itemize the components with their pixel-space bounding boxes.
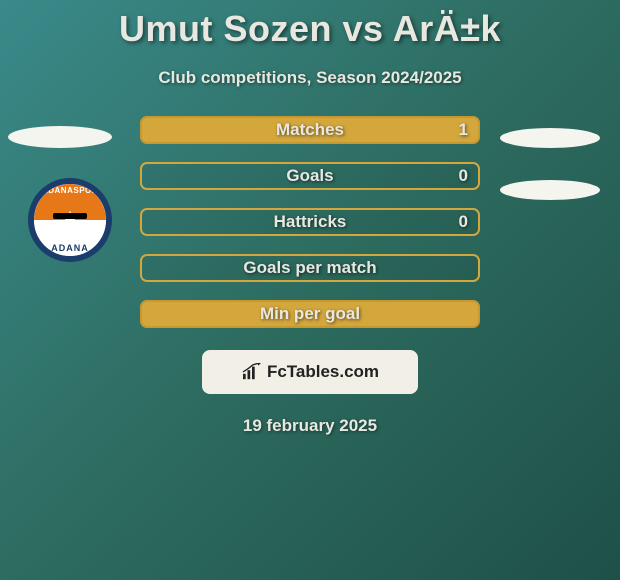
chart-icon	[241, 363, 263, 381]
club-badge-inner: ADANASPOR ADANA	[34, 184, 106, 256]
stat-value-matches: 1	[459, 120, 468, 140]
stat-goals-per-match: Goals per match	[140, 254, 480, 282]
avatar-placeholder-left	[8, 126, 112, 148]
branding-link[interactable]: FcTables.com	[202, 350, 418, 394]
stat-label-mpg: Min per goal	[260, 304, 360, 324]
page-title: Umut Sozen vs ArÄ±k	[0, 0, 620, 50]
avatar-placeholder-right-1	[500, 128, 600, 148]
stat-min-per-goal: Min per goal	[140, 300, 480, 328]
stat-label-hattricks: Hattricks	[274, 212, 347, 232]
stat-hattricks: Hattricks 0	[140, 208, 480, 236]
club-badge-text-top: ADANASPOR	[42, 186, 98, 195]
stat-label-matches: Matches	[276, 120, 344, 140]
avatar-placeholder-right-2	[500, 180, 600, 200]
footer-date: 19 february 2025	[0, 416, 620, 436]
stat-label-goals: Goals	[286, 166, 333, 186]
club-badge-book	[53, 213, 87, 219]
subtitle: Club competitions, Season 2024/2025	[0, 68, 620, 88]
club-badge-text-bottom: ADANA	[51, 243, 89, 253]
stat-goals: Goals 0	[140, 162, 480, 190]
stat-value-goals: 0	[459, 166, 468, 186]
club-badge: ADANASPOR ADANA	[28, 178, 112, 262]
branding-text: FcTables.com	[267, 362, 379, 382]
stat-matches: Matches 1	[140, 116, 480, 144]
stat-label-gpm: Goals per match	[243, 258, 376, 278]
stat-value-hattricks: 0	[459, 212, 468, 232]
